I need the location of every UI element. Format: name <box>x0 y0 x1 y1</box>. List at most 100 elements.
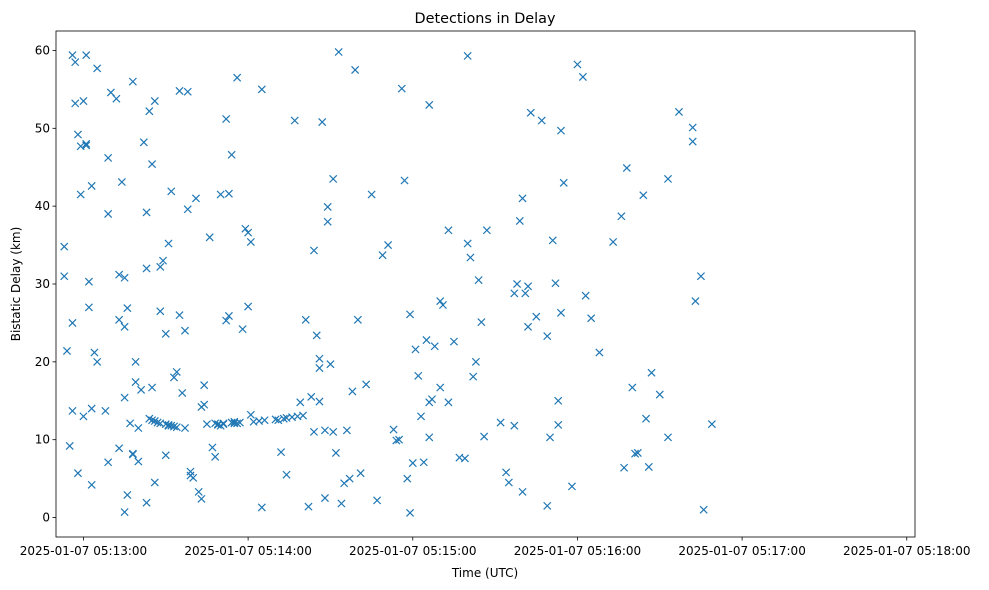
data-point <box>688 137 697 146</box>
data-point <box>348 387 357 396</box>
data-point <box>164 239 173 248</box>
data-point <box>71 99 80 108</box>
data-point <box>573 60 582 69</box>
data-point <box>425 100 434 109</box>
data-point <box>425 433 434 442</box>
data-point <box>200 381 209 390</box>
data-points <box>60 47 716 517</box>
y-axis-ticks: 0 10 20 30 40 50 60 <box>35 43 56 525</box>
data-point <box>68 318 77 327</box>
data-point <box>430 342 439 351</box>
y-tick-label: 0 <box>42 511 50 525</box>
x-tick-label: 2025-01-07 05:17:00 <box>678 544 805 558</box>
x-axis-ticks: 2025-01-07 05:13:00 2025-01-07 05:14:00 20… <box>20 537 970 558</box>
data-point <box>128 450 137 459</box>
data-point <box>323 202 332 211</box>
data-point <box>180 423 190 433</box>
y-tick-label: 50 <box>35 121 50 135</box>
data-point <box>524 282 533 291</box>
data-point <box>320 426 329 435</box>
data-point <box>628 383 637 392</box>
data-point <box>115 315 124 324</box>
data-point <box>554 420 563 429</box>
data-point <box>532 312 541 321</box>
data-point <box>73 469 82 478</box>
data-point <box>82 139 91 148</box>
data-point <box>128 77 137 86</box>
data-point <box>644 462 653 471</box>
data-point <box>460 454 469 463</box>
data-point <box>537 116 546 125</box>
data-point <box>587 314 596 323</box>
data-point <box>241 224 250 233</box>
data-point <box>504 478 513 487</box>
data-point <box>205 233 214 242</box>
data-point <box>444 398 453 407</box>
data-point <box>120 508 129 517</box>
data-point <box>304 502 313 511</box>
data-point <box>427 395 437 404</box>
data-point <box>222 114 231 123</box>
data-point <box>554 396 563 405</box>
data-point <box>320 494 329 503</box>
data-point <box>167 187 176 196</box>
data-point <box>244 228 253 237</box>
data-point <box>115 444 124 453</box>
data-point <box>474 276 483 285</box>
data-point <box>104 458 113 467</box>
data-point <box>123 304 132 313</box>
data-point <box>131 357 140 366</box>
data-point <box>296 398 305 407</box>
data-point <box>663 433 673 442</box>
y-tick-label: 40 <box>35 199 50 213</box>
data-point <box>246 410 255 419</box>
data-point <box>90 348 99 357</box>
data-point <box>416 412 426 421</box>
data-point <box>329 427 338 436</box>
data-point <box>238 325 247 334</box>
data-point <box>298 411 308 420</box>
data-point <box>244 302 253 311</box>
data-point <box>502 468 511 477</box>
data-point <box>408 459 417 468</box>
data-point <box>68 406 77 415</box>
data-point <box>153 418 162 427</box>
data-point <box>526 108 535 117</box>
data-point <box>438 300 447 310</box>
data-point <box>392 436 401 445</box>
data-point <box>707 420 716 429</box>
data-point <box>419 458 428 467</box>
data-point <box>233 419 242 428</box>
data-point <box>79 412 88 421</box>
data-point <box>384 241 393 250</box>
data-point <box>436 383 445 392</box>
data-point <box>233 73 242 82</box>
data-point <box>543 501 552 510</box>
plot-area-frame <box>55 30 916 538</box>
data-point <box>104 209 113 218</box>
x-tick-label: 2025-01-07 05:18:00 <box>843 544 970 558</box>
data-point <box>219 420 228 429</box>
chart-title: Detections in Delay <box>415 11 556 27</box>
data-point <box>134 423 143 433</box>
data-point <box>169 373 179 382</box>
data-point <box>691 297 700 306</box>
data-point <box>82 51 91 60</box>
data-point <box>581 291 590 300</box>
data-point <box>82 141 91 150</box>
data-point <box>186 467 195 476</box>
data-point <box>189 473 198 482</box>
data-point <box>351 65 360 74</box>
data-point <box>315 354 324 363</box>
data-point <box>663 174 673 183</box>
data-point <box>699 505 708 514</box>
data-point <box>169 422 179 431</box>
data-point <box>178 388 187 398</box>
data-point <box>126 419 135 428</box>
data-point <box>93 64 102 73</box>
data-point <box>471 357 480 366</box>
data-point <box>183 87 192 96</box>
data-point <box>120 393 129 402</box>
data-point <box>142 208 151 217</box>
data-point <box>444 226 453 235</box>
